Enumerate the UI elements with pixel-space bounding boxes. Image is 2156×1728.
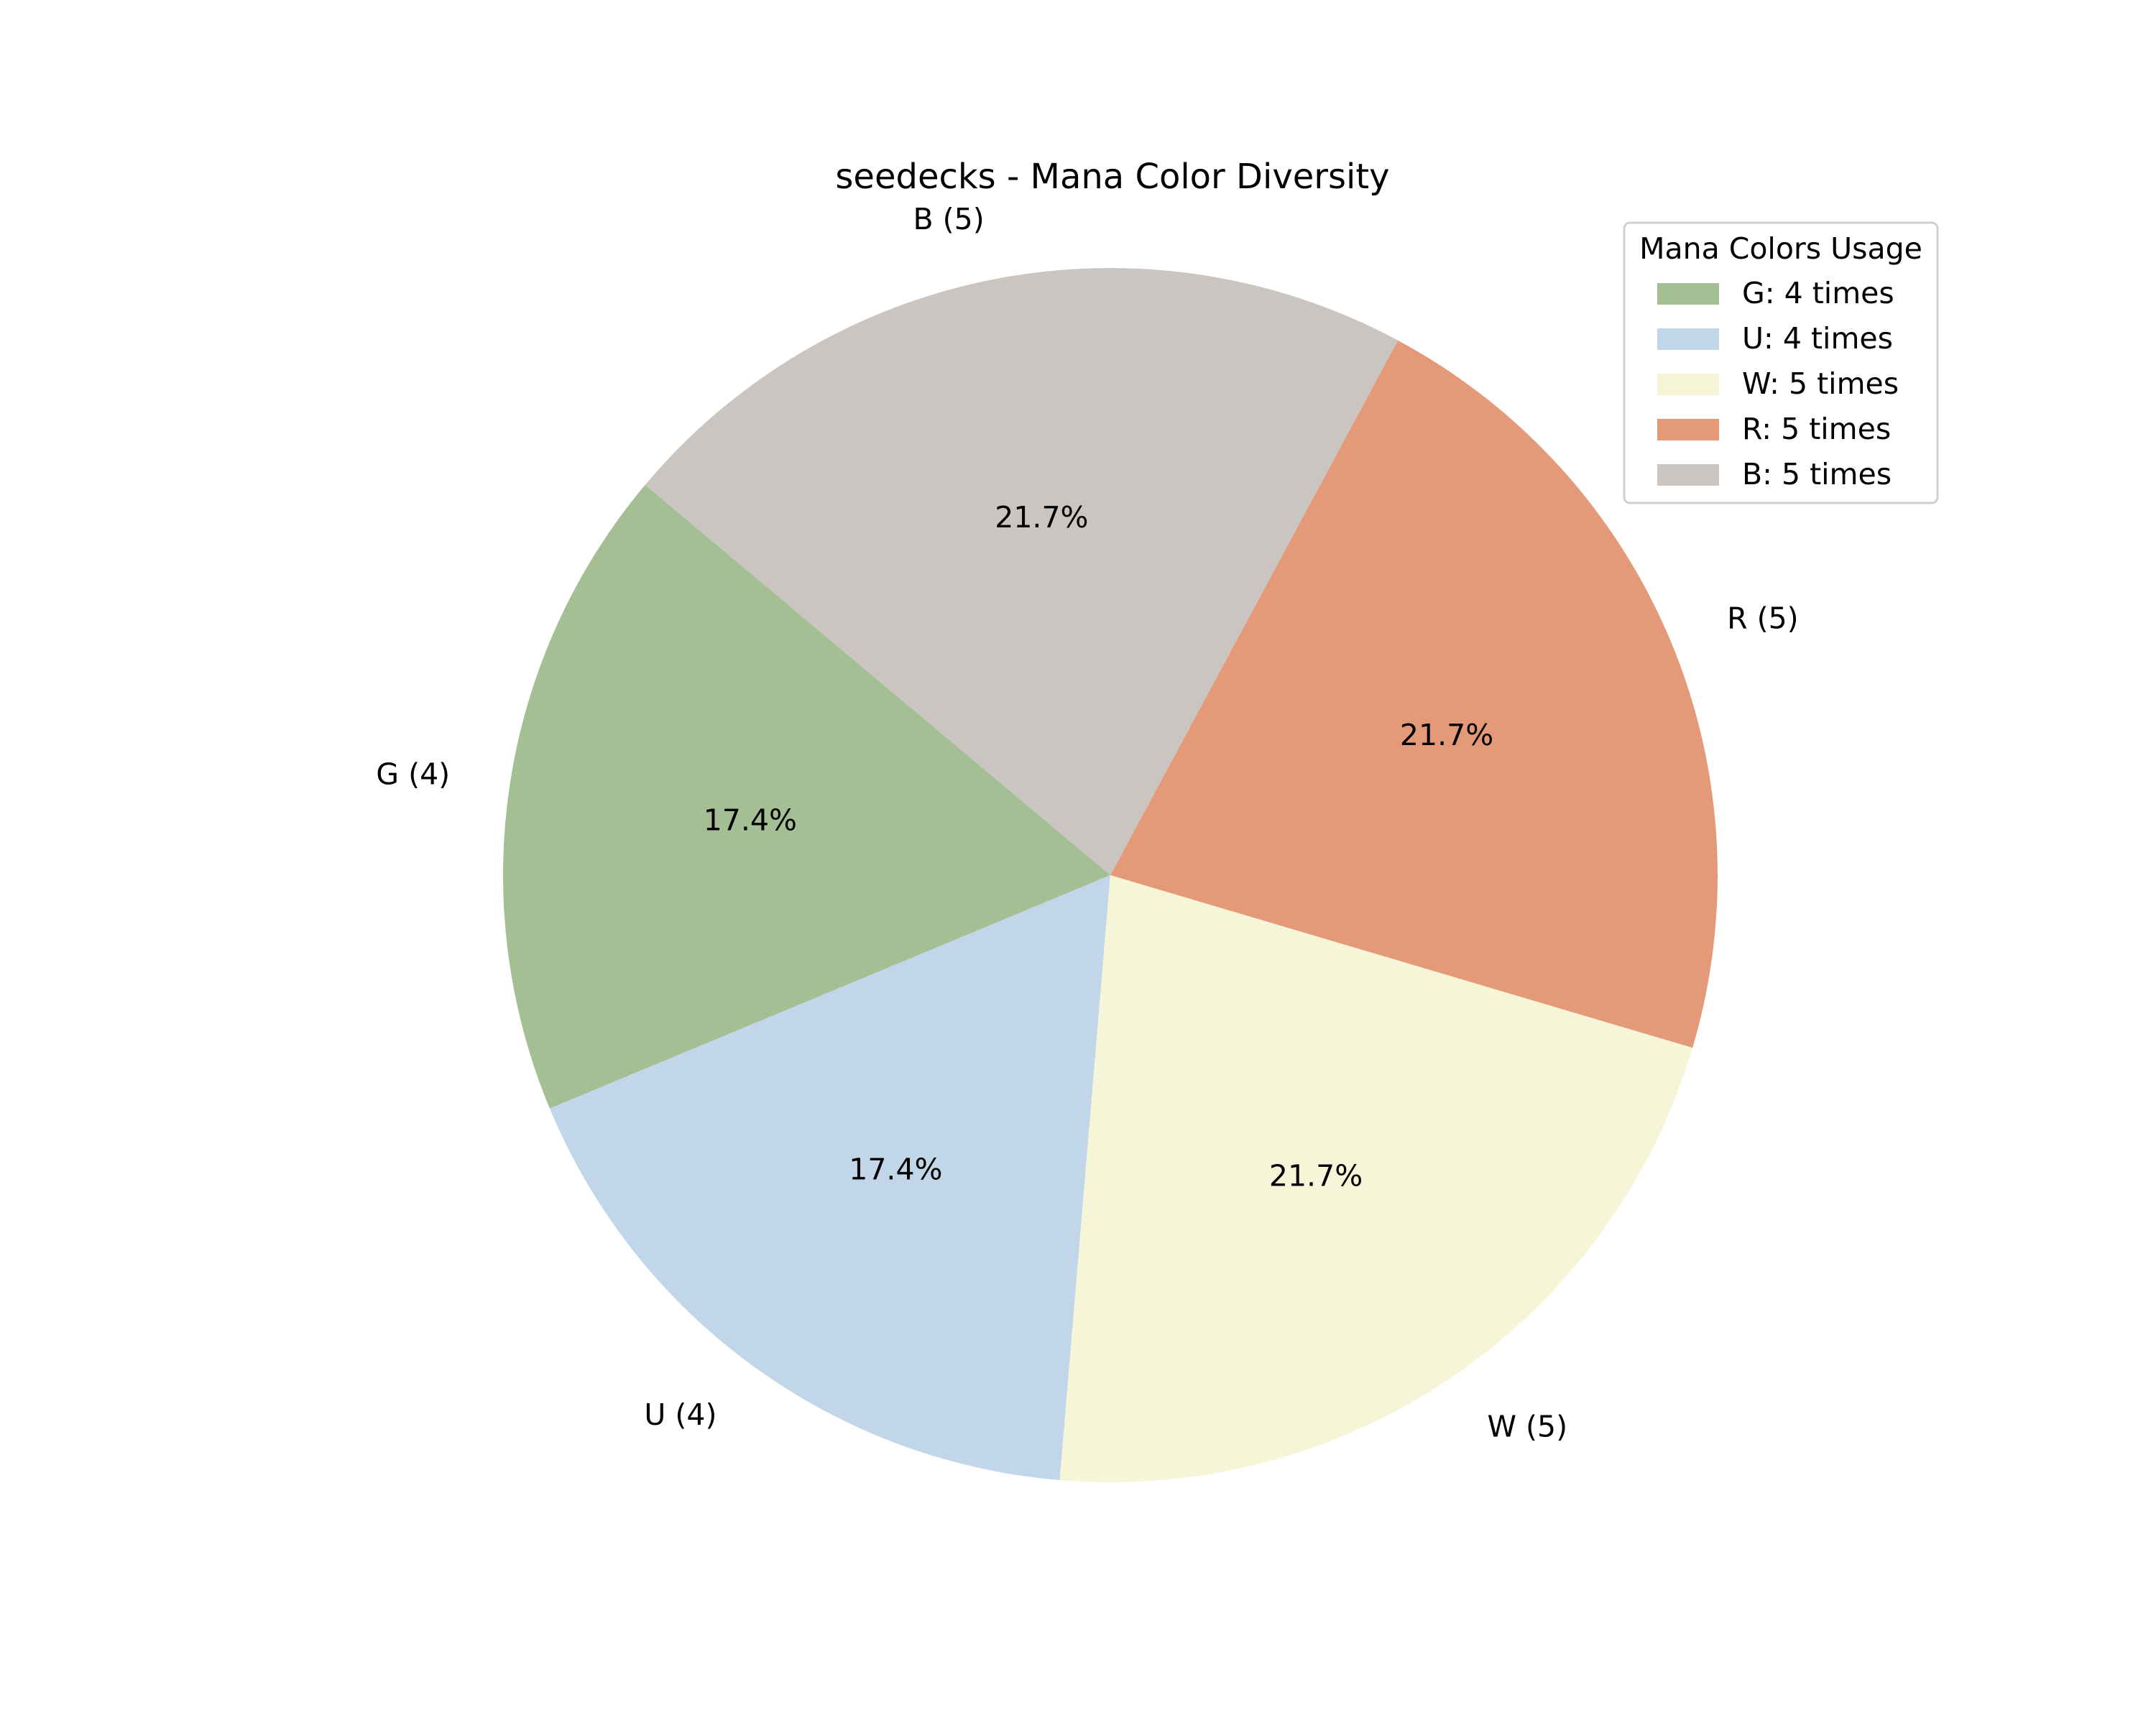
- legend-swatch-u: [1657, 328, 1719, 350]
- chart-title: seedecks - Mana Color Diversity: [835, 157, 1389, 197]
- percent-label-u: 17.4%: [849, 1152, 942, 1187]
- legend-title: Mana Colors Usage: [1639, 231, 1922, 266]
- percent-label-w: 21.7%: [1269, 1159, 1363, 1193]
- pie-slice-u: [549, 875, 1110, 1481]
- slice-label-w: W (5): [1487, 1409, 1567, 1443]
- legend-entry-r: R: 5 times: [1742, 412, 1891, 446]
- pie-labels: G (4) 17.4% U (4) 17.4% W (5) 21.7% R (5) 21.7%…: [376, 202, 1798, 1443]
- legend-entry-b: B: 5 times: [1742, 457, 1892, 491]
- percent-label-r: 21.7%: [1400, 718, 1493, 752]
- pie-slices: [502, 267, 1718, 1482]
- legend: Mana Colors Usage G: 4 times U: 4 times W:…: [1623, 221, 1939, 504]
- legend-swatch-r: [1657, 419, 1719, 440]
- slice-label-b: B (5): [913, 202, 984, 236]
- legend-swatch-b: [1657, 464, 1719, 486]
- legend-entry-u: U: 4 times: [1742, 321, 1893, 356]
- slice-label-r: R (5): [1727, 601, 1799, 636]
- pie-slice-w: [1059, 875, 1693, 1482]
- legend-entry-g: G: 4 times: [1742, 276, 1894, 310]
- slice-label-u: U (4): [644, 1397, 717, 1432]
- legend-swatch-w: [1657, 374, 1719, 395]
- percent-label-g: 17.4%: [704, 803, 797, 837]
- pie-slice-b: [645, 267, 1399, 875]
- percent-label-b: 21.7%: [995, 500, 1088, 535]
- pie-slice-g: [502, 484, 1110, 1109]
- legend-swatch-g: [1657, 283, 1719, 305]
- legend-entry-w: W: 5 times: [1742, 366, 1899, 401]
- slice-label-g: G (4): [376, 757, 450, 791]
- pie-slice-r: [1110, 340, 1718, 1048]
